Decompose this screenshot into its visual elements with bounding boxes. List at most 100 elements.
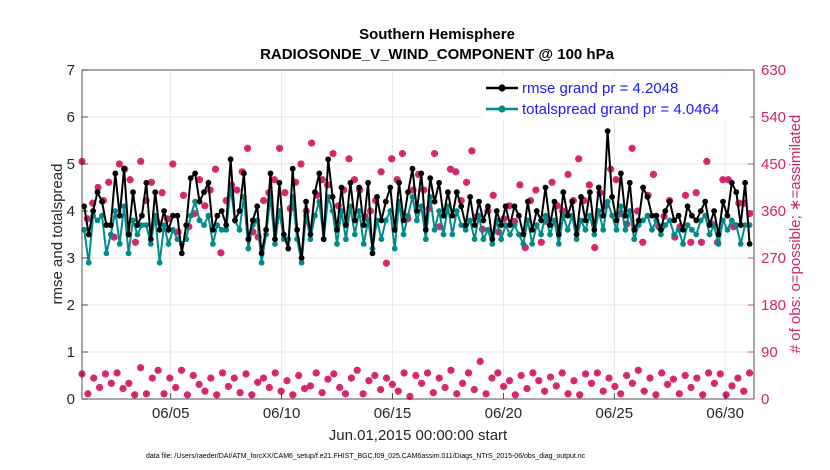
totalspread-point xyxy=(400,231,407,238)
obs-low-assimilated-marker xyxy=(447,366,455,374)
totalspread-point xyxy=(409,194,416,200)
rmse-point xyxy=(533,208,540,214)
totalspread-point xyxy=(658,231,664,238)
obs-low-assimilated-marker xyxy=(277,387,285,395)
rmse-point xyxy=(653,212,660,219)
obs-low-assimilated-marker xyxy=(716,370,724,378)
rmse-point xyxy=(591,226,598,233)
obs-high-assimilated-marker xyxy=(169,160,177,168)
rmse-point xyxy=(471,222,478,229)
rmse-point xyxy=(280,231,287,238)
obs-low-assimilated-marker xyxy=(160,390,168,398)
legend-spread-label: totalspread grand pr = 4.0464 xyxy=(522,101,719,118)
rmse-point xyxy=(511,203,518,210)
rmse-point xyxy=(666,198,673,205)
rmse-point xyxy=(187,175,194,182)
y-right-tick-label: 180 xyxy=(761,297,786,314)
obs-high-assimilated-marker xyxy=(313,191,321,199)
totalspread-point xyxy=(174,236,181,243)
y-axis-left: 0 1 2 3 4 5 6 7 xyxy=(67,62,88,408)
totalspread-point xyxy=(480,236,487,243)
rmse-point xyxy=(631,226,638,233)
rmse-point xyxy=(156,226,163,233)
obs-low-assimilated-marker xyxy=(441,384,449,391)
obs-low-assimilated-marker xyxy=(640,387,648,395)
obs-low-assimilated-marker xyxy=(248,391,256,399)
obs-high-assimilated-marker xyxy=(409,186,417,194)
obs-high-assimilated-marker xyxy=(457,197,465,204)
totalspread-point xyxy=(343,236,349,243)
totalspread-point xyxy=(649,226,655,233)
totalspread-point xyxy=(405,212,411,219)
totalspread-point xyxy=(742,222,748,229)
y-right-tick-label: 450 xyxy=(761,156,786,173)
totalspread-point xyxy=(529,241,536,247)
obs-high-assimilated-marker xyxy=(340,186,348,194)
obs-low-assimilated-marker xyxy=(734,374,742,382)
obs-high-assimilated-marker xyxy=(383,259,390,267)
obs-high-assimilated-marker xyxy=(676,223,684,231)
obs-high-assimilated-marker xyxy=(463,178,470,186)
obs-high-assimilated-marker xyxy=(399,150,406,157)
rmse-point xyxy=(658,226,664,233)
rmse-point xyxy=(569,198,575,205)
rmse-point xyxy=(214,212,221,219)
rmse-point xyxy=(139,212,145,219)
totalspread-point xyxy=(85,259,92,266)
obs-low-assimilated-marker xyxy=(424,369,431,377)
obs-low-assimilated-marker xyxy=(482,390,490,398)
x-tick-label: 06/10 xyxy=(263,405,301,422)
legend: rmse grand pr = 4.2048 totalspread grand… xyxy=(482,74,750,120)
rmse-point xyxy=(414,208,420,214)
totalspread-point xyxy=(139,222,145,229)
obs-high-assimilated-marker xyxy=(105,178,113,186)
obs-low-assimilated-marker xyxy=(412,372,420,379)
rmse-point xyxy=(573,231,580,238)
totalspread-point xyxy=(622,226,629,233)
obs-high-assimilated-marker xyxy=(447,165,454,173)
totalspread-point xyxy=(245,245,252,252)
totalspread-point xyxy=(272,241,278,247)
totalspread-point xyxy=(431,226,438,233)
rmse-point xyxy=(258,250,265,257)
rmse-point xyxy=(635,217,642,224)
obs-low-assimilated-marker xyxy=(517,372,525,379)
obs-high-assimilated-marker xyxy=(249,228,257,236)
rmse-point xyxy=(263,226,269,233)
obs-low-assimilated-marker xyxy=(670,375,677,383)
totalspread-point xyxy=(507,231,513,238)
obs-low-assimilated-marker xyxy=(459,379,467,387)
rmse-point xyxy=(542,184,549,191)
rmse-point xyxy=(587,189,593,196)
obs-low-assimilated-marker xyxy=(476,358,484,365)
totalspread-point xyxy=(422,236,429,243)
rmse-point xyxy=(161,208,168,214)
totalspread-point xyxy=(609,212,615,219)
totalspread-point xyxy=(538,231,544,238)
rmse-point xyxy=(227,156,234,163)
obs-low-assimilated-marker xyxy=(634,366,642,374)
rmse-point xyxy=(485,203,491,210)
obs-low-assimilated-marker xyxy=(224,383,232,390)
totalspread-point xyxy=(737,241,744,247)
obs-low-assimilated-marker xyxy=(107,379,115,387)
totalspread-point xyxy=(618,203,624,210)
obs-low-assimilated-marker xyxy=(242,370,250,378)
rmse-point xyxy=(609,194,615,200)
obs-high-assimilated-marker xyxy=(153,218,161,225)
obs-low-assimilated-marker xyxy=(306,382,314,390)
obs-high-assimilated-marker xyxy=(377,168,385,176)
rmse-point xyxy=(622,212,629,219)
y-right-tick-label: 90 xyxy=(761,344,778,361)
rmse-point xyxy=(711,208,717,214)
y-tick-label: 5 xyxy=(67,156,75,173)
totalspread-point xyxy=(360,241,367,247)
obs-low-assimilated-marker xyxy=(207,374,215,382)
obs-high-assimilated-marker xyxy=(270,176,278,184)
rmse-point xyxy=(94,189,101,196)
obs-low-assimilated-marker xyxy=(84,390,92,398)
obs-high-assimilated-marker xyxy=(174,228,182,236)
totalspread-point xyxy=(382,217,389,224)
rmse-point xyxy=(285,245,292,252)
obs-low-assimilated-marker xyxy=(189,372,197,379)
